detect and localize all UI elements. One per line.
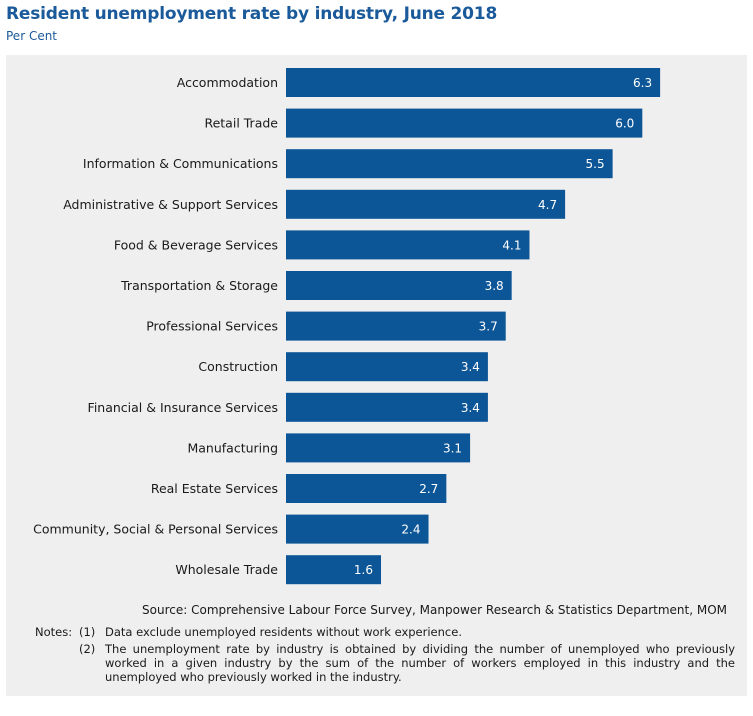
value-label: 2.7 xyxy=(419,482,438,496)
value-label: 6.0 xyxy=(615,117,634,131)
bar xyxy=(286,392,488,422)
value-label: 3.7 xyxy=(479,320,498,334)
value-label: 5.5 xyxy=(586,157,605,171)
category-label: Professional Services xyxy=(146,319,278,334)
chart-title: Resident unemployment rate by industry, … xyxy=(6,4,498,24)
category-label: Construction xyxy=(198,359,278,374)
bar xyxy=(286,230,530,260)
value-label: 3.8 xyxy=(485,279,504,293)
bar-chart: Accommodation 6.3 Retail Trade 6.0 Informati… xyxy=(33,68,661,585)
category-label: Financial & Insurance Services xyxy=(88,400,278,415)
bar xyxy=(286,311,506,341)
value-label: 4.7 xyxy=(538,198,557,212)
note-number: (1) xyxy=(79,625,96,639)
category-label: Food & Beverage Services xyxy=(114,237,278,252)
value-label: 1.6 xyxy=(354,563,373,577)
note-text: Data exclude unemployed residents withou… xyxy=(105,625,462,639)
notes-label: Notes: xyxy=(35,625,73,639)
bar xyxy=(286,514,429,544)
bar xyxy=(286,108,643,138)
value-label: 2.4 xyxy=(401,523,420,537)
note-number: (2) xyxy=(79,642,96,656)
category-label: Real Estate Services xyxy=(151,481,278,496)
bar xyxy=(286,352,488,382)
category-label: Wholesale Trade xyxy=(175,562,278,577)
category-label: Manufacturing xyxy=(187,440,278,455)
note-text: The unemployment rate by industry is obt… xyxy=(105,642,735,684)
bar xyxy=(286,433,471,463)
notes: Notes: (1) Data exclude unemployed resid… xyxy=(35,625,735,687)
bar xyxy=(286,189,566,219)
value-label: 3.4 xyxy=(461,401,480,415)
bar xyxy=(286,271,512,300)
category-label: Accommodation xyxy=(177,75,278,90)
value-label: 3.1 xyxy=(443,441,462,455)
value-label: 3.4 xyxy=(461,360,480,374)
category-label: Administrative & Support Services xyxy=(63,197,278,212)
category-label: Retail Trade xyxy=(204,116,278,131)
source-note: Source: Comprehensive Labour Force Surve… xyxy=(142,603,727,617)
category-label: Community, Social & Personal Services xyxy=(33,522,278,537)
value-label: 6.3 xyxy=(633,76,652,90)
bar xyxy=(286,68,661,97)
category-label: Information & Communications xyxy=(83,156,278,171)
note-row-1: Notes: (1) Data exclude unemployed resid… xyxy=(35,625,735,639)
category-label: Transportation & Storage xyxy=(120,278,278,293)
note-row-2: (2) The unemployment rate by industry is… xyxy=(35,642,735,684)
bar xyxy=(286,555,382,585)
bar xyxy=(286,474,447,503)
chart-subtitle: Per Cent xyxy=(6,29,58,43)
value-label: 4.1 xyxy=(502,238,521,252)
bar xyxy=(286,149,613,179)
